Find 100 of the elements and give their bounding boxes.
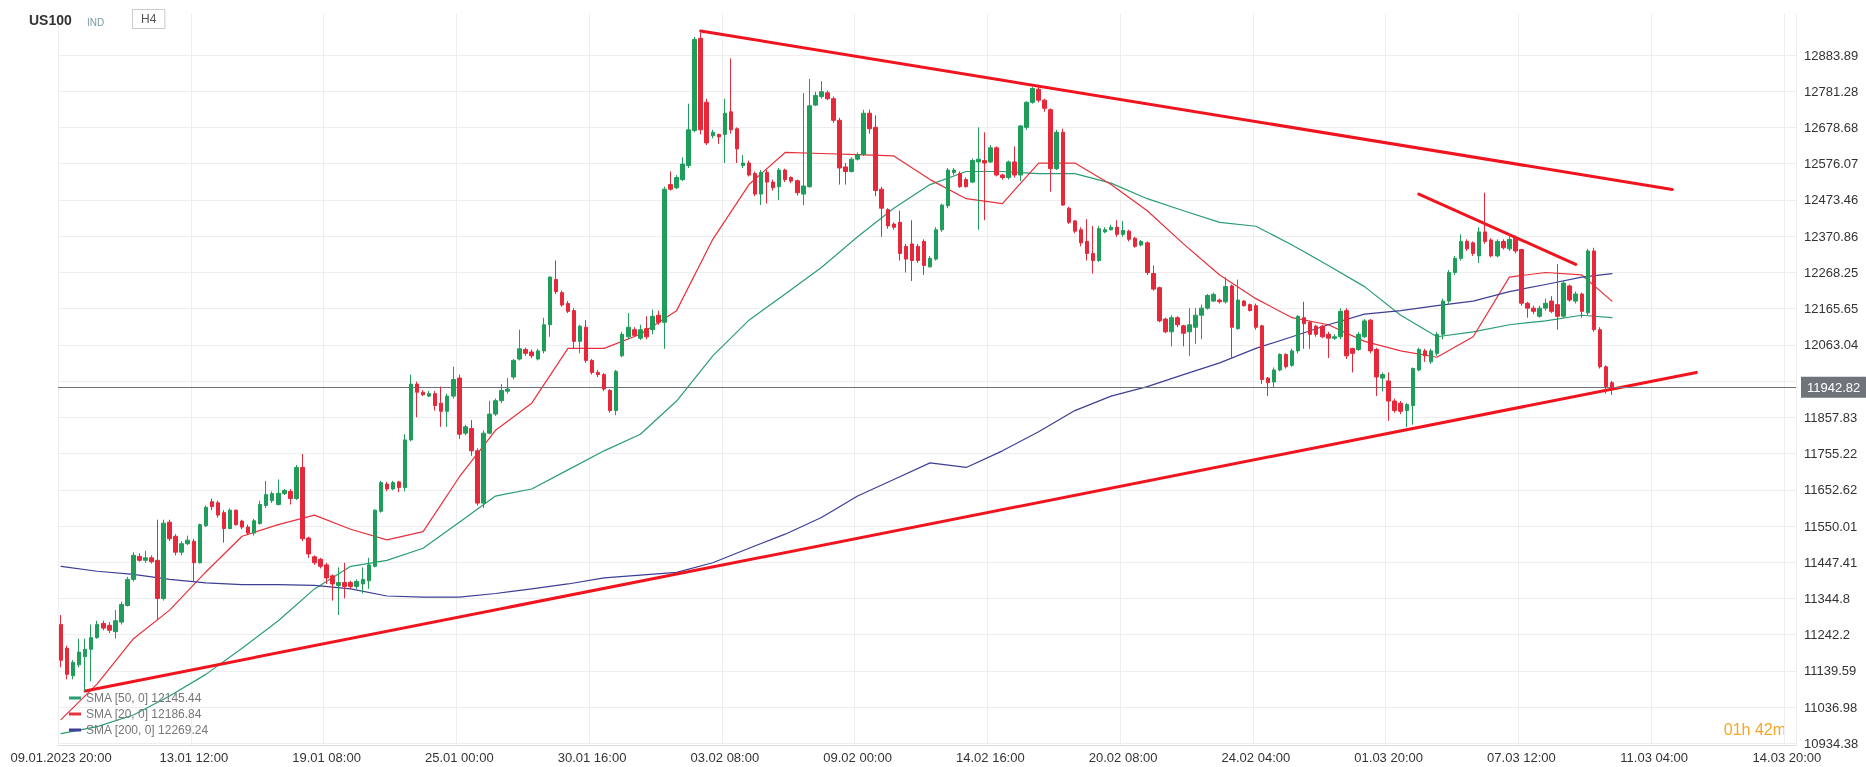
ref-line-label: 11942.82 xyxy=(1807,379,1861,395)
candlestick xyxy=(1272,366,1276,389)
candlestick xyxy=(662,186,667,350)
x-tick-label: 19.01 08:00 xyxy=(292,750,361,765)
y-tick-label: 11755.22 xyxy=(1804,446,1858,462)
candlestick xyxy=(1217,298,1222,305)
candlestick xyxy=(1181,324,1186,347)
candlestick xyxy=(729,58,733,135)
candlestick xyxy=(795,179,800,197)
candlestick xyxy=(910,219,914,282)
candlestick xyxy=(1266,376,1270,397)
candlestick xyxy=(765,169,769,205)
candlestick xyxy=(1308,320,1312,350)
y-tick-label: 11036.98 xyxy=(1804,699,1858,715)
candlestick xyxy=(1604,364,1608,395)
candlestick xyxy=(234,508,238,527)
line-series xyxy=(60,272,1613,598)
candlestick xyxy=(783,168,787,183)
candlestick xyxy=(1085,218,1089,261)
candlestick xyxy=(1248,303,1252,312)
candlestick xyxy=(1121,220,1125,238)
y-tick-label: 12268.25 xyxy=(1804,264,1859,280)
candlestick xyxy=(735,126,739,164)
candlestick xyxy=(1054,129,1059,171)
candlestick xyxy=(415,381,419,418)
candlestick xyxy=(1073,219,1077,234)
candlestick xyxy=(1489,237,1493,258)
candlestick xyxy=(620,331,624,358)
candlestick xyxy=(409,374,413,442)
candlestick xyxy=(1447,269,1451,305)
candlestick xyxy=(578,324,582,354)
chart-subtitle: IND xyxy=(87,16,105,28)
y-tick-label: 12678.68 xyxy=(1804,119,1859,135)
candlestick xyxy=(711,129,715,139)
candlestick xyxy=(71,659,75,680)
candlestick xyxy=(264,480,268,509)
candlestick xyxy=(566,300,570,314)
candlestick xyxy=(1006,160,1011,181)
candlestick xyxy=(1405,402,1409,428)
candlestick xyxy=(1586,248,1590,316)
y-tick-label: 12576.07 xyxy=(1804,156,1859,172)
candlestick xyxy=(137,552,142,563)
candlestick xyxy=(1254,303,1258,331)
candlestick xyxy=(946,167,950,209)
candlestick xyxy=(445,393,449,428)
candlestick xyxy=(270,490,274,504)
candlestick xyxy=(1459,233,1463,261)
candlestick xyxy=(723,98,727,164)
candlestick xyxy=(1236,279,1240,331)
candlestick xyxy=(1592,247,1596,333)
candlestick xyxy=(922,238,926,276)
candlestick xyxy=(892,221,896,231)
candlestick xyxy=(777,167,781,201)
candlestick xyxy=(1133,236,1137,249)
candlestick xyxy=(916,243,920,264)
candlestick xyxy=(536,348,540,361)
candlestick xyxy=(1109,224,1113,231)
candlestick xyxy=(1501,238,1506,251)
candlestick xyxy=(439,386,443,428)
candlestick xyxy=(584,319,588,364)
candlestick xyxy=(1477,226,1481,264)
candlestick xyxy=(288,488,293,506)
candlestick xyxy=(83,638,87,692)
candlestick xyxy=(228,507,232,530)
candlestick xyxy=(391,480,395,491)
candlestick xyxy=(940,203,944,233)
y-tick-label: 11242.2 xyxy=(1804,627,1851,643)
candlestick xyxy=(1296,314,1300,354)
candlestick xyxy=(1139,239,1143,247)
candlestick xyxy=(1411,366,1415,426)
candlestick xyxy=(222,509,226,544)
candlestick xyxy=(1465,238,1469,252)
candlestick xyxy=(958,171,962,189)
candlestick xyxy=(1242,299,1246,308)
candlestick xyxy=(517,329,522,361)
candlestick xyxy=(1314,324,1318,338)
x-tick-label: 11.03 04:00 xyxy=(1620,750,1689,765)
candlestick xyxy=(1610,380,1614,396)
candlestick xyxy=(361,566,365,594)
candlestick xyxy=(1580,292,1584,319)
candlestick xyxy=(572,307,576,350)
candlestick xyxy=(1169,314,1174,347)
candlestick xyxy=(1507,233,1512,252)
candlestick xyxy=(258,500,262,526)
x-tick-label: 24.02 04:00 xyxy=(1221,750,1291,765)
candlestick xyxy=(1091,225,1095,275)
candlestick xyxy=(1260,324,1264,385)
candlestick xyxy=(632,326,637,338)
candlestick xyxy=(511,358,516,380)
candlestick xyxy=(934,226,938,261)
candlestick xyxy=(1278,352,1282,372)
candlestick xyxy=(1429,348,1433,365)
candlestick xyxy=(427,390,431,398)
candlestick xyxy=(385,481,389,492)
candlestick xyxy=(1423,348,1427,363)
candlestick xyxy=(1067,206,1071,225)
candlestick xyxy=(1230,284,1234,359)
x-tick-label: 01.03 20:00 xyxy=(1354,750,1423,765)
candlestick xyxy=(668,171,673,192)
candlestick xyxy=(656,310,661,326)
